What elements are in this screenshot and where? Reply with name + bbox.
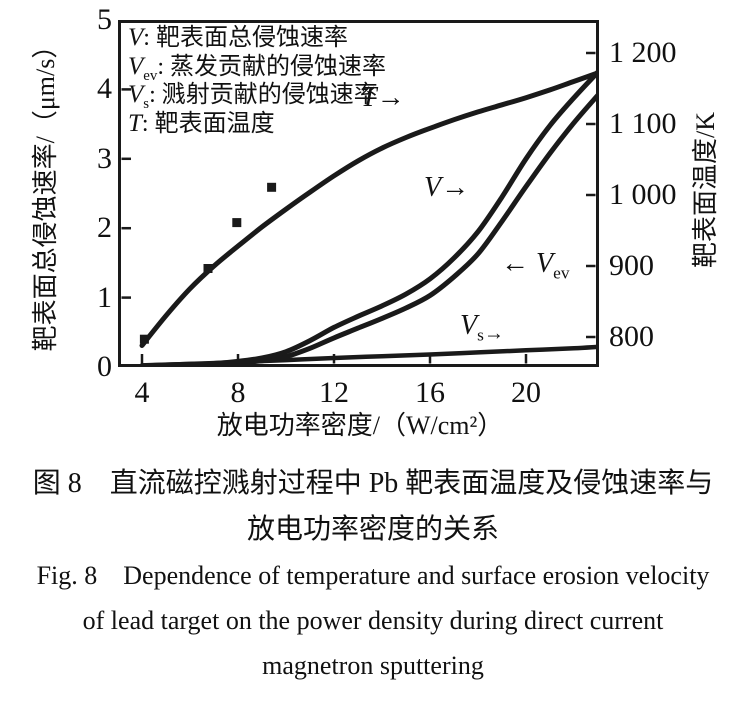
- data-point-square: [232, 218, 242, 228]
- legend-desc: : 靶表面总侵蚀速率: [143, 25, 348, 51]
- curve-V: [139, 69, 599, 367]
- y-left-tick-label: 3: [97, 141, 112, 175]
- curve-label-V-var: V: [424, 172, 442, 203]
- right-arrow-icon: →: [441, 172, 470, 203]
- caption-zh-line1: 图 8 直流磁控溅射过程中 Pb 靶表面温度及侵蚀速率与: [32, 468, 714, 499]
- x-tick-label: 8: [230, 376, 246, 409]
- legend-var: V: [128, 81, 144, 108]
- legend-var-sub: ev: [143, 67, 158, 84]
- curve-T: [139, 70, 599, 348]
- legend-desc: : 靶表面温度: [141, 110, 275, 137]
- legend-var-sub: s: [143, 95, 150, 112]
- y-left-tick-label: 0: [97, 350, 112, 383]
- y-right-tick-label: 1 000: [609, 178, 677, 211]
- x-axis-title: 放电功率密度/（W/cm²）: [216, 411, 504, 440]
- curve-label-Vev-var: V: [536, 248, 554, 279]
- y-right-tick-label: 1 100: [609, 107, 677, 140]
- caption-en-line1: Fig. 8 Dependence of temperature and sur…: [36, 561, 710, 590]
- data-point-square: [139, 334, 149, 344]
- legend-line: Vs: 溅射贡献的侵蚀速率: [128, 81, 386, 112]
- y-left-tick-label: 2: [97, 211, 112, 245]
- x-tick-label: 16: [415, 376, 445, 409]
- curve-label-Vs-var: V: [460, 310, 478, 341]
- data-point-square: [203, 264, 213, 273]
- curve-label-Vs: Vs→: [460, 310, 504, 346]
- chart-canvas: [118, 20, 599, 367]
- figure-caption: 图 8 直流磁控溅射过程中 Pb 靶表面温度及侵蚀速率与 放电功率密度的关系 F…: [0, 461, 746, 688]
- y-left-tick-label: 1: [97, 280, 112, 314]
- legend-line: Vev: 蒸发贡献的侵蚀速率: [128, 52, 386, 84]
- legend-line: V: 靶表面总侵蚀速率: [128, 24, 386, 53]
- data-point-square: [267, 182, 277, 192]
- right-arrow-icon: →: [376, 82, 405, 113]
- plot-legend: V: 靶表面总侵蚀速率 Vev: 蒸发贡献的侵蚀速率 Vs: 溅射贡献的侵蚀速率 T:…: [128, 24, 386, 138]
- legend-var: V: [128, 24, 144, 51]
- caption-en-line2: of lead target on the power density duri…: [82, 606, 664, 635]
- legend-line: T: 靶表面温度: [128, 110, 386, 139]
- curve-label-T-var: T: [361, 82, 377, 113]
- curve-label-V: V→: [424, 172, 469, 204]
- y-left-tick-label: 4: [97, 72, 112, 106]
- legend-desc: : 蒸发贡献的侵蚀速率: [157, 53, 386, 80]
- caption-zh-line2: 放电功率密度的关系: [246, 514, 499, 545]
- y-right-tick-label: 900: [609, 249, 654, 282]
- y-right-tick-label: 1 200: [609, 36, 677, 69]
- curve-label-Vs-sub: s: [477, 325, 484, 345]
- legend-var: V: [128, 52, 144, 80]
- y-axis-left-title: 靶表面总侵蚀速率/（μm/s）: [31, 32, 60, 352]
- x-tick-label: 4: [134, 376, 150, 409]
- y-right-tick-label: 800: [609, 320, 654, 353]
- plot-area: V: 靶表面总侵蚀速率 Vev: 蒸发贡献的侵蚀速率 Vs: 溅射贡献的侵蚀速率 T:…: [118, 20, 599, 367]
- caption-en-line3: magnetron sputtering: [262, 651, 484, 680]
- x-tick-label: 20: [511, 376, 541, 409]
- left-arrow-icon: ←: [501, 248, 529, 279]
- curve-label-Vev: ← Vev: [501, 248, 570, 283]
- x-tick-label: 12: [319, 376, 349, 409]
- legend-desc: : 溅射贡献的侵蚀速率: [149, 82, 378, 108]
- curve-label-Vev-sub: ev: [553, 263, 570, 283]
- curve-label-T: T→: [361, 82, 405, 114]
- y-left-tick-label: 5: [97, 3, 112, 36]
- legend-var: T: [128, 109, 142, 137]
- right-arrow-icon: →: [483, 322, 505, 345]
- plot-frame: [118, 20, 599, 367]
